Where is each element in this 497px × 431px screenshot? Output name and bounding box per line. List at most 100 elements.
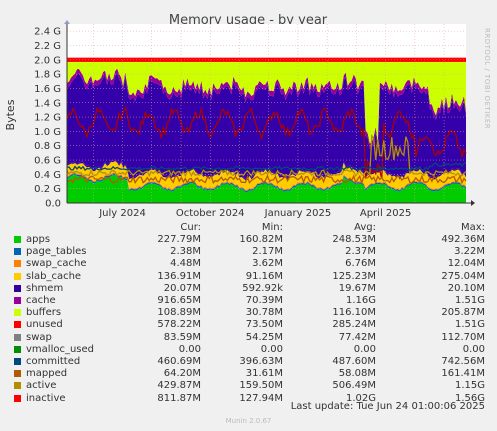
y-tick-label: 1.0 G: [34, 127, 61, 138]
legend-avg-value: 125.23M: [332, 270, 376, 282]
legend-max-value: 1.51G: [454, 319, 485, 331]
y-tick-label: 0.2 G: [34, 184, 61, 195]
legend-cur-value: 4.48M: [170, 258, 201, 270]
legend-avg-value: 116.10M: [332, 307, 376, 319]
legend-max-value: 1.51G: [454, 295, 485, 306]
legend-min-value: 396.63M: [239, 356, 283, 367]
legend-min-value: 2.17M: [252, 246, 283, 258]
memory-chart: Memory usage - by year Bytes RRDTOOL / T…: [4, 13, 491, 219]
legend-min-value: 31.61M: [245, 368, 283, 380]
legend-min-value: 127.94M: [239, 392, 283, 404]
legend-cur-value: 136.91M: [157, 270, 201, 282]
legend-row-apps: apps 227.79M 160.82M 248.53M 492.36M: [0, 234, 497, 246]
legend-row-swap-cache: swap_cache 4.48M 3.62M 6.76M 12.04M: [0, 258, 497, 270]
line-committed: [66, 162, 467, 172]
legend-label: unused: [26, 319, 63, 331]
line-active: [66, 133, 467, 178]
legend-label: vmalloc_used: [26, 343, 95, 355]
legend-cur-value: 2.38M: [170, 246, 201, 258]
y-tick-label: 0.4 G: [34, 170, 61, 181]
legend-max-value: 161.41M: [441, 368, 485, 380]
legend-header-avg: Avg:: [354, 222, 376, 233]
y-tick-label: 1.4 G: [34, 98, 61, 109]
y-tick-label: 0.8 G: [34, 141, 61, 152]
area-unused: [67, 61, 466, 144]
legend-swatch: [14, 370, 21, 378]
legend-max-value: 1.56G: [454, 392, 485, 404]
x-tick-label: October 2024: [176, 208, 245, 219]
legend-row-committed: committed 460.69M 396.63M 487.60M 742.56M: [0, 356, 497, 368]
legend-swatch: [14, 333, 21, 341]
legend-label: buffers: [26, 307, 62, 319]
legend-label: apps: [26, 234, 51, 245]
legend-max-value: 112.70M: [441, 331, 485, 343]
y-tick-label: 2.4 G: [34, 27, 61, 38]
legend-min-value: 592.92k: [242, 282, 283, 294]
y-tick-label: 2.0 G: [34, 55, 61, 66]
y-tick-label: 0.6 G: [34, 156, 61, 167]
legend-max-value: 742.56M: [441, 356, 485, 367]
legend-min-value: 91.16M: [245, 270, 283, 282]
legend-swatch: [14, 382, 21, 390]
y-ticks: 0.0 0.2 G 0.4 G 0.6 G 0.8 G 1.0 G 1.2 G 1.4 G 1.…: [34, 27, 61, 210]
legend-avg-value: 77.42M: [338, 331, 376, 343]
legend-avg-value: 1.16G: [345, 295, 376, 306]
legend-cur-value: 916.65M: [157, 295, 201, 306]
legend-swatch: [14, 236, 21, 243]
legend-header-min: Min:: [261, 222, 283, 233]
legend-min-value: 54.25M: [245, 331, 283, 343]
legend-label: committed: [26, 356, 81, 367]
legend-cur-value: 227.79M: [157, 234, 201, 245]
legend-row-unused: unused 578.22M 73.50M 285.24M 1.51G: [0, 319, 497, 331]
legend-min-value: 30.78M: [245, 307, 283, 319]
legend-label: swap_cache: [26, 258, 87, 270]
legend-max-value: 12.04M: [447, 258, 485, 270]
y-tick-label: 1.2 G: [34, 113, 61, 124]
stacked-areas: [66, 57, 467, 203]
legend-swatch: [14, 309, 21, 317]
legend-swatch: [14, 284, 21, 292]
legend-row-buffers: buffers 108.89M 30.78M 116.10M 205.87M: [0, 307, 497, 319]
legend-cur-value: 429.87M: [157, 380, 201, 392]
legend-swatch: [14, 321, 21, 329]
legend-cur-value: 108.89M: [157, 307, 201, 319]
legend-label: cache: [26, 295, 56, 306]
last-update: Last update: Tue Jun 24 01:00:06 2025: [290, 401, 485, 412]
legend-avg-value: 248.53M: [332, 234, 376, 245]
x-tick-label: July 2024: [98, 208, 146, 219]
legend-avg-value: 487.60M: [332, 356, 376, 367]
y-tick-label: 0.0: [45, 199, 61, 210]
legend-min-value: 0.00: [260, 343, 283, 355]
area-cache: [67, 73, 466, 179]
legend-min-value: 3.62M: [252, 258, 283, 270]
legend-row-mapped: mapped 64.20M 31.61M 58.08M 161.41M: [0, 368, 497, 380]
legend-row-swap: swap 83.59M 54.25M 77.42M 112.70M: [0, 332, 497, 344]
legend-min-value: 159.50M: [239, 380, 283, 392]
y-tick-label: 1.6 G: [34, 84, 61, 95]
legend-header: Cur: Min: Avg: Max:: [0, 222, 497, 234]
legend-row-vmalloc-used: vmalloc_used 0.00 0.00 0.00 0.00: [0, 344, 497, 356]
y-axis-label: Bytes: [4, 99, 17, 130]
legend-row-inactive: inactive 811.87M 127.94M 1.02G 1.56G: [0, 393, 497, 405]
legend-label: active: [26, 380, 57, 392]
area-slab-cache: [67, 161, 466, 190]
legend-cur-value: 0.00: [178, 343, 201, 355]
legend-cur-value: 64.20M: [163, 368, 201, 380]
area-swap-cache: [67, 172, 466, 191]
legend-row-shmem: shmem 20.07M 592.92k 19.67M 20.10M: [0, 283, 497, 295]
x-ticks: July 2024 October 2024 January 2025 April 2…: [98, 208, 411, 219]
legend-label: page_tables: [26, 246, 87, 258]
legend-avg-value: 506.49M: [332, 380, 376, 392]
x-tick-label: January 2025: [264, 208, 332, 219]
legend-min-value: 73.50M: [245, 319, 283, 331]
y-tick-label: 2.2 G: [34, 41, 61, 52]
line-mapped: [66, 174, 467, 186]
legend-min-value: 70.39M: [245, 295, 283, 306]
legend-row-cache: cache 916.65M 70.39M 1.16G 1.51G: [0, 295, 497, 307]
legend-max-value: 205.87M: [441, 307, 485, 319]
legend-header-max: Max:: [460, 222, 485, 233]
area-apps: [67, 174, 466, 203]
legend-swatch: [14, 297, 21, 304]
x-tick-label: April 2025: [360, 208, 411, 219]
legend-max-value: 3.22M: [454, 246, 485, 258]
